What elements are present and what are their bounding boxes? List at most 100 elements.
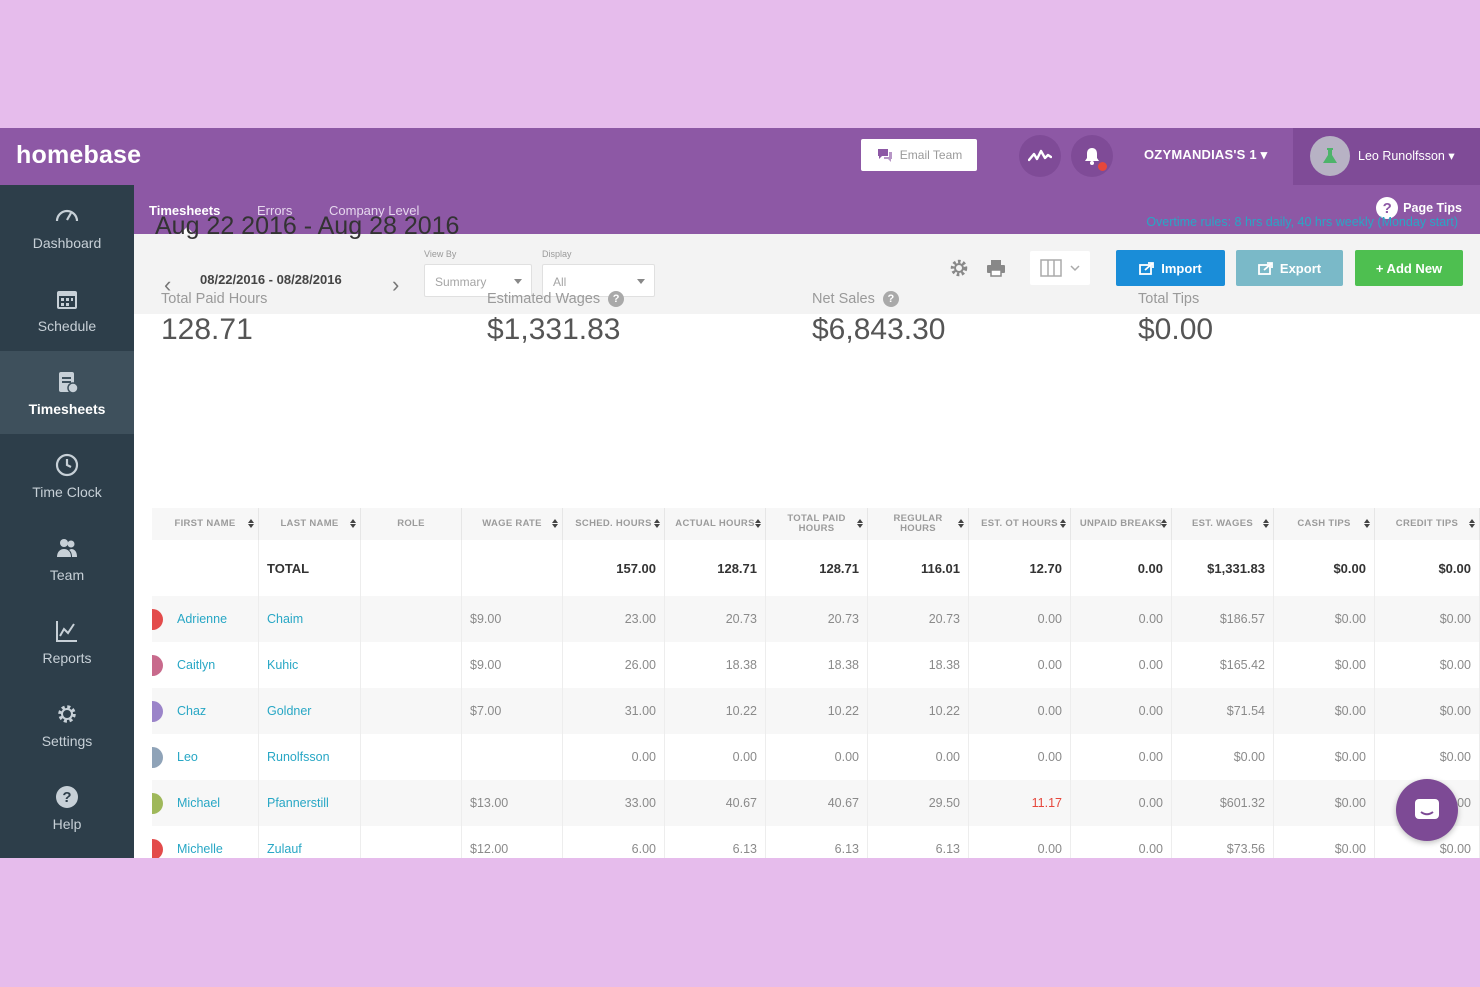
column-header-sched-hours[interactable]: SCHED. HOURS — [563, 508, 665, 540]
last-name-cell[interactable]: Chaim — [259, 596, 361, 642]
sidebar-item-label: Schedule — [37, 317, 97, 334]
sidebar-item-schedule[interactable]: Schedule — [0, 268, 134, 351]
regular-hours-cell: 10.22 — [868, 688, 969, 734]
page-tips-button[interactable]: ? Page Tips — [1376, 197, 1462, 219]
sidebar-item-reports[interactable]: Reports — [0, 600, 134, 683]
display-select[interactable]: All — [542, 264, 655, 297]
last-name-cell[interactable]: Goldner — [259, 688, 361, 734]
column-label: ACTUAL HOURS — [675, 518, 755, 529]
last-name-cell[interactable]: Zulauf — [259, 826, 361, 858]
email-team-button[interactable]: Email Team — [861, 139, 977, 171]
activity-button[interactable] — [1019, 135, 1061, 177]
last-name-cell[interactable]: Kuhic — [259, 642, 361, 688]
column-header-cash-tips[interactable]: CASH TIPS — [1274, 508, 1375, 540]
total-first-name — [152, 540, 259, 596]
sched-hours-cell: 26.00 — [563, 642, 665, 688]
column-header-credit-tips[interactable]: CREDIT TIPS — [1375, 508, 1480, 540]
wage-rate-cell: $9.00 — [462, 642, 563, 688]
page-title: Aug 22 2016 - Aug 28 2016 — [155, 212, 460, 240]
notifications-button[interactable] — [1071, 135, 1113, 177]
first-name-cell[interactable]: Michelle — [152, 826, 259, 858]
first-name-cell[interactable]: Michael — [152, 780, 259, 826]
table-header: FIRST NAME LAST NAME ROLE WAGE RATE SCHE… — [152, 508, 1480, 540]
est-wages-cell: $165.42 — [1172, 642, 1274, 688]
column-header-est-ot-hours[interactable]: EST. OT HOURS — [969, 508, 1071, 540]
last-name-cell[interactable]: Pfannerstill — [259, 780, 361, 826]
sidebar-item-help[interactable]: ? Help — [0, 766, 134, 849]
gear-icon — [58, 704, 76, 723]
column-header-est-wages[interactable]: EST. WAGES — [1172, 508, 1274, 540]
stat-label: Net Sales — [812, 291, 875, 307]
column-header-actual-hours[interactable]: ACTUAL HOURS — [665, 508, 766, 540]
chat-launcher-button[interactable] — [1396, 779, 1458, 841]
cash-tips-cell: $0.00 — [1274, 688, 1375, 734]
table-row[interactable]: Caitlyn Kuhic $9.00 26.00 18.38 18.38 18.38 0.0… — [152, 642, 1480, 688]
stat-estimated-wages: Estimated Wages? $1,331.83 — [487, 291, 625, 347]
user-menu[interactable]: Leo Runolfsson ▾ — [1293, 128, 1480, 185]
view-by-select[interactable]: Summary — [424, 264, 532, 297]
sort-icon — [755, 519, 761, 529]
sort-icon — [1060, 519, 1066, 529]
paid-hours-cell: 18.38 — [766, 642, 868, 688]
sidebar-item-team[interactable]: Team — [0, 517, 134, 600]
total-ot-hours: 12.70 — [969, 540, 1071, 596]
total-row: TOTAL 157.00 128.71 128.71 116.01 12.70 … — [152, 540, 1480, 596]
chevron-down-icon — [514, 279, 522, 284]
gear-icon[interactable] — [948, 257, 970, 279]
location-selector[interactable]: OZYMANDIAS'S 1 ▾ — [1144, 147, 1268, 162]
export-button[interactable]: Export — [1236, 250, 1343, 286]
table-row[interactable]: Adrienne Chaim $9.00 23.00 20.73 20.73 20.73 0.… — [152, 596, 1480, 642]
total-est-wages: $1,331.83 — [1172, 540, 1274, 596]
column-header-last-name[interactable]: LAST NAME — [259, 508, 361, 540]
sidebar-item-settings[interactable]: Settings — [0, 683, 134, 766]
homebase-logo[interactable]: homebase — [16, 141, 142, 169]
sort-icon — [1469, 519, 1475, 529]
help-icon[interactable]: ? — [608, 291, 625, 307]
first-name-cell[interactable]: Chaz — [152, 688, 259, 734]
sidebar-item-dashboard[interactable]: Dashboard — [0, 185, 134, 268]
import-label: Import — [1161, 260, 1202, 276]
total-sched-hours: 157.00 — [563, 540, 665, 596]
previous-week-button[interactable]: ‹ — [164, 272, 172, 297]
last-name-cell[interactable]: Runolfsson — [259, 734, 361, 780]
tab-company-level[interactable]: Company Level — [329, 203, 420, 218]
first-name-cell[interactable]: Caitlyn — [152, 642, 259, 688]
actual-hours-cell: 0.00 — [665, 734, 766, 780]
next-week-button[interactable]: › — [392, 272, 400, 297]
column-header-wage-rate[interactable]: WAGE RATE — [462, 508, 563, 540]
role-cell — [361, 688, 462, 734]
sidebar-item-time-clock[interactable]: Time Clock — [0, 434, 134, 517]
add-new-button[interactable]: + Add New — [1355, 250, 1463, 286]
role-cell — [361, 642, 462, 688]
chevron-down-icon — [637, 279, 645, 284]
table-row[interactable]: Leo Runolfsson 0.00 0.00 0.00 0.00 0.00 0.00 $0.… — [152, 734, 1480, 780]
sidebar: Dashboard Schedule Timesheets Time Clock… — [0, 185, 134, 858]
column-header-total-paid-hours[interactable]: TOTAL PAID HOURS — [766, 508, 868, 540]
sidebar-item-label: Reports — [42, 649, 92, 666]
sched-hours-cell: 6.00 — [563, 826, 665, 858]
display-label: Display — [542, 249, 572, 259]
import-button[interactable]: Import — [1116, 250, 1225, 286]
help-icon: ? — [56, 785, 78, 808]
tab-timesheets[interactable]: Timesheets — [149, 203, 221, 218]
stat-label: Total Paid Hours — [161, 291, 268, 307]
regular-hours-cell: 29.50 — [868, 780, 969, 826]
actual-hours-cell: 10.22 — [665, 688, 766, 734]
svg-text:?: ? — [62, 789, 71, 806]
tab-errors[interactable]: Errors — [257, 203, 293, 218]
first-name-cell[interactable]: Adrienne — [152, 596, 259, 642]
app-window: homebase Email Team OZYMANDIAS'S 1 ▾ Leo… — [0, 128, 1480, 858]
columns-toggle[interactable] — [1030, 251, 1090, 285]
first-name-cell[interactable]: Leo — [152, 734, 259, 780]
help-icon[interactable]: ? — [882, 291, 899, 307]
table-row[interactable]: Michelle Zulauf $12.00 6.00 6.13 6.13 6.13 0.00… — [152, 826, 1480, 858]
sidebar-item-timesheets[interactable]: Timesheets — [0, 351, 134, 434]
column-header-unpaid-breaks[interactable]: UNPAID BREAKS — [1071, 508, 1172, 540]
column-header-first-name[interactable]: FIRST NAME — [152, 508, 259, 540]
date-range[interactable]: 08/22/2016 - 08/28/2016 — [200, 272, 342, 287]
table-row[interactable]: Chaz Goldner $7.00 31.00 10.22 10.22 10.22 0.00… — [152, 688, 1480, 734]
table-row[interactable]: Michael Pfannerstill $13.00 33.00 40.67 40.67… — [152, 780, 1480, 826]
column-header-regular-hours[interactable]: REGULAR HOURS — [868, 508, 969, 540]
overtime-rules-link[interactable]: Overtime rules: 8 hrs daily, 40 hrs week… — [1146, 215, 1458, 229]
print-icon[interactable] — [985, 257, 1007, 279]
